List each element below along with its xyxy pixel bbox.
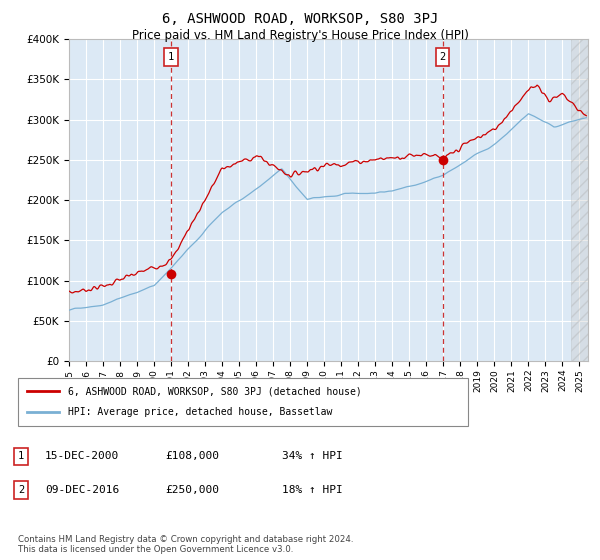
Text: 09-DEC-2016: 09-DEC-2016: [45, 485, 119, 495]
Text: 2: 2: [439, 52, 446, 62]
Text: 6, ASHWOOD ROAD, WORKSOP, S80 3PJ: 6, ASHWOOD ROAD, WORKSOP, S80 3PJ: [162, 12, 438, 26]
Text: HPI: Average price, detached house, Bassetlaw: HPI: Average price, detached house, Bass…: [67, 407, 332, 417]
Text: 15-DEC-2000: 15-DEC-2000: [45, 451, 119, 461]
FancyBboxPatch shape: [18, 378, 468, 426]
Text: £108,000: £108,000: [165, 451, 219, 461]
Text: 6, ASHWOOD ROAD, WORKSOP, S80 3PJ (detached house): 6, ASHWOOD ROAD, WORKSOP, S80 3PJ (detac…: [67, 386, 361, 396]
Text: 2: 2: [18, 485, 24, 495]
Text: Contains HM Land Registry data © Crown copyright and database right 2024.
This d: Contains HM Land Registry data © Crown c…: [18, 535, 353, 554]
Text: 34% ↑ HPI: 34% ↑ HPI: [282, 451, 343, 461]
Text: £250,000: £250,000: [165, 485, 219, 495]
Text: Price paid vs. HM Land Registry's House Price Index (HPI): Price paid vs. HM Land Registry's House …: [131, 29, 469, 42]
Text: 1: 1: [18, 451, 24, 461]
Text: 1: 1: [168, 52, 174, 62]
Text: 18% ↑ HPI: 18% ↑ HPI: [282, 485, 343, 495]
Bar: [571, 39, 588, 361]
